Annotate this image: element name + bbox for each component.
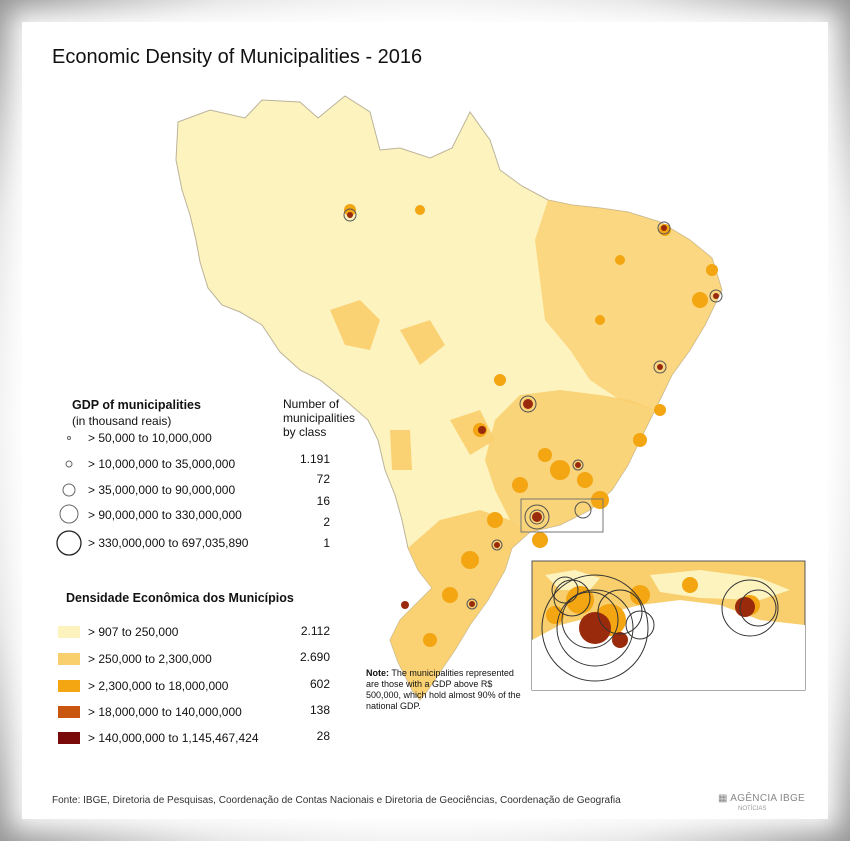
swatch-orange: [58, 680, 80, 692]
map-note: Note: The municipalities represented are…: [366, 668, 521, 711]
density-legend-row: > 250,000 to 2,300,000: [88, 652, 212, 666]
inset-map: [531, 560, 806, 691]
inset-marker: [520, 498, 604, 533]
center-west-patches: [330, 300, 495, 470]
density-count: 2.112: [300, 624, 330, 638]
density-count: 28: [316, 729, 330, 743]
gdp-count: 16: [316, 494, 330, 508]
gdp-legend-row: > 50,000 to 10,000,000: [88, 431, 212, 445]
density-count: 138: [309, 703, 330, 717]
density-count: 2.690: [299, 650, 330, 664]
swatch-mid: [58, 653, 80, 665]
gdp-legend-title: GDP of municipalities: [72, 398, 201, 412]
gdp-count: 2: [323, 515, 330, 529]
density-legend-row: > 2,300,000 to 18,000,000: [88, 679, 229, 693]
swatch-dark-orange: [58, 706, 80, 718]
agencia-ibge-sublabel: NOTÍCIAS: [738, 806, 767, 812]
swatch-light: [58, 626, 80, 638]
gdp-count: 72: [316, 472, 330, 486]
northeast-region: [535, 200, 722, 410]
gdp-legend-subtitle: (in thousand reais): [72, 414, 172, 428]
gdp-count: 1: [323, 536, 330, 550]
density-clusters-dark: [347, 212, 719, 609]
density-legend-row: > 18,000,000 to 140,000,000: [88, 705, 242, 719]
south-region: [390, 510, 530, 700]
gdp-legend-row: > 10,000,000 to 35,000,000: [88, 457, 236, 471]
count-header: Number of municipalities by class: [283, 397, 356, 439]
density-legend-row: > 140,000,000 to 1,145,467,424: [88, 731, 259, 745]
gdp-legend-symbols: [56, 436, 82, 556]
agencia-ibge-logo: ▦ AGÊNCIA IBGE: [718, 793, 806, 804]
gdp-legend-row: > 330,000,000 to 697,035,890: [88, 536, 249, 550]
density-legend-row: > 907 to 250,000: [88, 625, 179, 639]
density-clusters-orange: [344, 204, 718, 647]
source-credit: Fonte: IBGE, Diretoria de Pesquisas, Coo…: [52, 795, 621, 806]
gdp-count: 1.191: [299, 452, 330, 466]
swatch-dark-red: [58, 732, 80, 744]
density-count: 602: [309, 677, 330, 691]
gdp-legend-row: > 35,000,000 to 90,000,000: [88, 483, 236, 497]
southeast-region: [485, 390, 655, 532]
map-title: Economic Density of Municipalities - 201…: [52, 46, 423, 68]
density-legend-title: Densidade Econômica dos Municípios: [66, 591, 294, 605]
gdp-circles: [343, 208, 723, 610]
gdp-legend-row: > 90,000,000 to 330,000,000: [88, 508, 242, 522]
